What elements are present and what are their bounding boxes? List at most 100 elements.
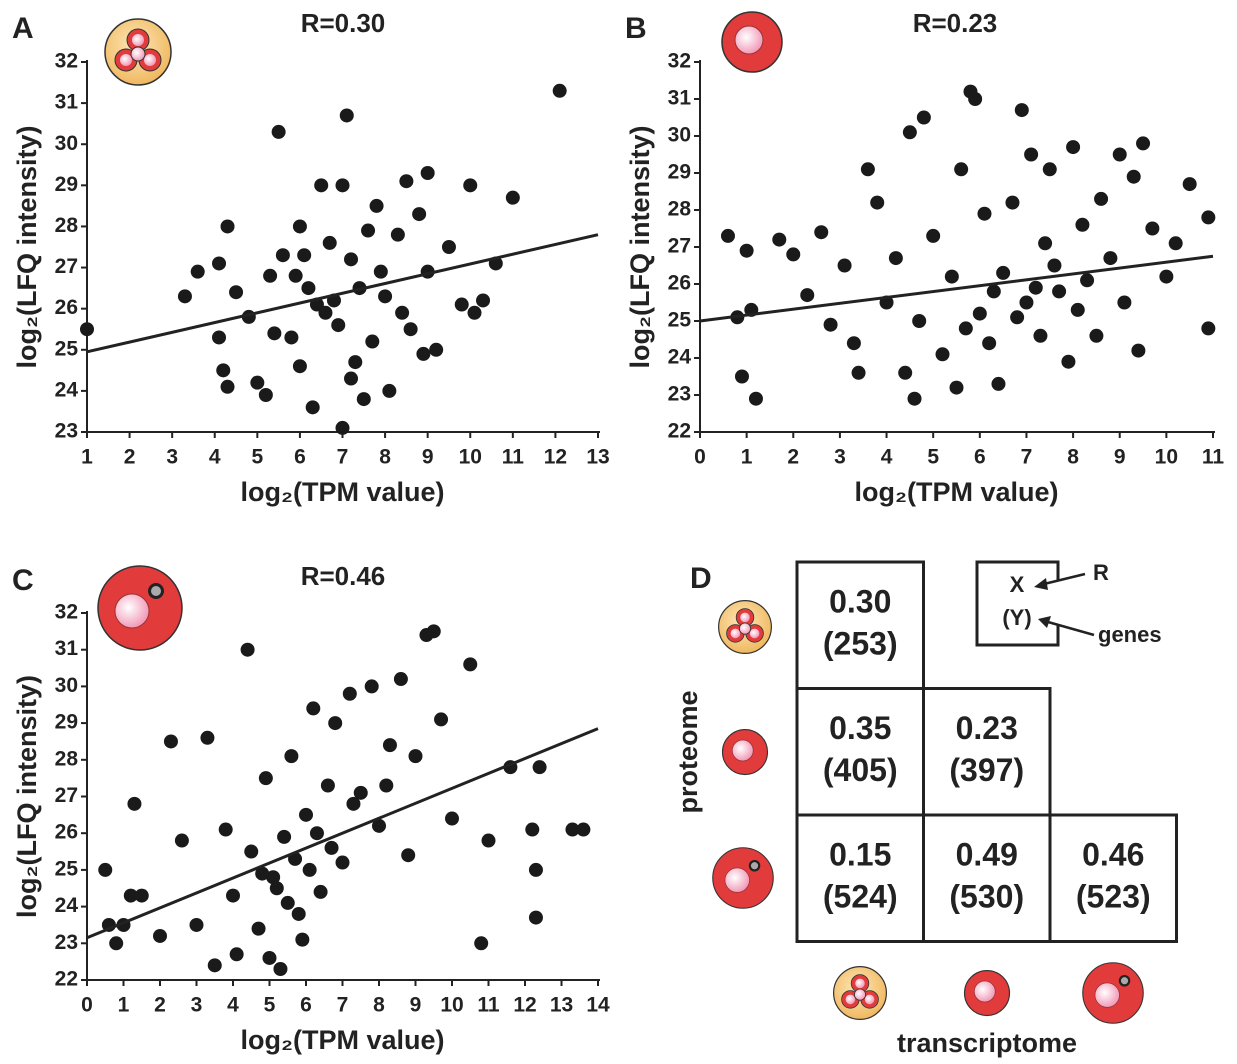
point: [255, 866, 270, 881]
point: [328, 716, 343, 731]
x-tick-label: 6: [974, 446, 986, 469]
y-tick-label: 25: [55, 857, 79, 880]
point: [982, 336, 997, 351]
point: [1061, 354, 1076, 369]
y-tick-label: 30: [55, 132, 78, 155]
point: [324, 840, 339, 855]
point: [902, 125, 917, 140]
y-axis-label: log₂(LFQ intensity): [12, 675, 42, 918]
point: [320, 778, 335, 793]
y-tick-label: 31: [668, 87, 692, 110]
x-tick-label: 1: [741, 446, 753, 469]
arrow: [1047, 620, 1095, 637]
point: [1126, 169, 1141, 184]
point: [1038, 236, 1053, 251]
point: [552, 83, 567, 98]
y-tick-label: 29: [668, 161, 691, 184]
cell-r: 0.35: [829, 710, 891, 746]
y-tick-label: 32: [55, 601, 78, 624]
point: [200, 730, 215, 745]
arrowhead: [1038, 616, 1051, 628]
point: [98, 862, 113, 877]
point: [1014, 103, 1029, 118]
point: [297, 248, 312, 263]
x-tick-label: 11: [477, 994, 500, 1017]
cell-genes: (523): [1076, 879, 1151, 915]
cell-r: 0.15: [829, 837, 891, 873]
point: [212, 256, 227, 271]
point: [814, 225, 829, 240]
point: [344, 371, 359, 386]
x-tick-label: 13: [586, 446, 609, 469]
legend-r: R: [1093, 560, 1109, 585]
y-axis-label: log₂(LFQ intensity): [12, 126, 42, 369]
point: [331, 318, 346, 333]
point: [174, 833, 189, 848]
cell-genes: (524): [823, 879, 898, 915]
point: [335, 420, 350, 435]
point: [356, 392, 371, 407]
cell-genes: (253): [823, 626, 898, 662]
point: [189, 917, 204, 932]
point: [153, 928, 167, 943]
point: [277, 829, 292, 844]
point: [284, 749, 299, 764]
col-label: transcriptome: [897, 1028, 1077, 1058]
point: [416, 346, 431, 361]
chart-title: R=0.30: [301, 8, 386, 38]
point: [1089, 328, 1104, 343]
point: [263, 268, 278, 283]
point: [800, 288, 815, 303]
point: [369, 198, 384, 213]
point: [292, 219, 307, 234]
x-tick-label: 3: [191, 994, 203, 1017]
x-tick-label: 10: [459, 446, 482, 469]
trend-line: [86, 727, 599, 940]
point: [576, 822, 591, 837]
point: [528, 862, 543, 877]
point: [1075, 217, 1090, 232]
legend-y: (Y): [1002, 605, 1031, 630]
point: [365, 334, 380, 349]
y-tick-label: 27: [668, 235, 691, 258]
point: [565, 822, 580, 837]
x-tick-label: 6: [300, 994, 312, 1017]
y-axis-label: log₂(LFQ intensity): [625, 126, 655, 369]
point: [216, 363, 231, 378]
point: [292, 359, 307, 374]
y-tick-label: 28: [668, 198, 692, 221]
point: [1033, 328, 1048, 343]
point: [429, 342, 444, 357]
point: [986, 284, 1001, 299]
scatter-panel: A R=0.301 2 3 4 5 6 7 8 9 10 11 12 132324252627282930…: [12, 8, 610, 507]
point: [420, 166, 435, 180]
point: [291, 906, 306, 921]
point: [361, 223, 376, 238]
y-tick-label: 26: [55, 296, 78, 319]
point: [898, 365, 913, 380]
point: [109, 936, 124, 951]
x-tick-label: 5: [927, 446, 939, 469]
x-tick-label: 12: [513, 994, 536, 1017]
point: [441, 240, 456, 254]
x-tick-label: 5: [264, 994, 276, 1017]
cell-r: 0.46: [1082, 837, 1144, 873]
y-tick-label: 23: [668, 383, 691, 406]
x-tick-label: 7: [1021, 446, 1033, 469]
point: [250, 375, 265, 390]
point: [218, 822, 233, 837]
point: [454, 297, 469, 312]
x-tick-label: 4: [209, 446, 221, 469]
x-tick-label: 9: [422, 446, 434, 469]
trend-line: [86, 233, 599, 354]
point: [399, 174, 414, 189]
x-axis-label: log₂(TPM value): [240, 1025, 444, 1055]
cell-r: 0.30: [829, 584, 891, 620]
y-tick-label: 24: [668, 346, 692, 369]
point: [207, 958, 222, 973]
point: [284, 330, 299, 345]
arrow: [1043, 572, 1086, 586]
point: [373, 264, 388, 279]
y-tick-label: 27: [55, 784, 78, 807]
